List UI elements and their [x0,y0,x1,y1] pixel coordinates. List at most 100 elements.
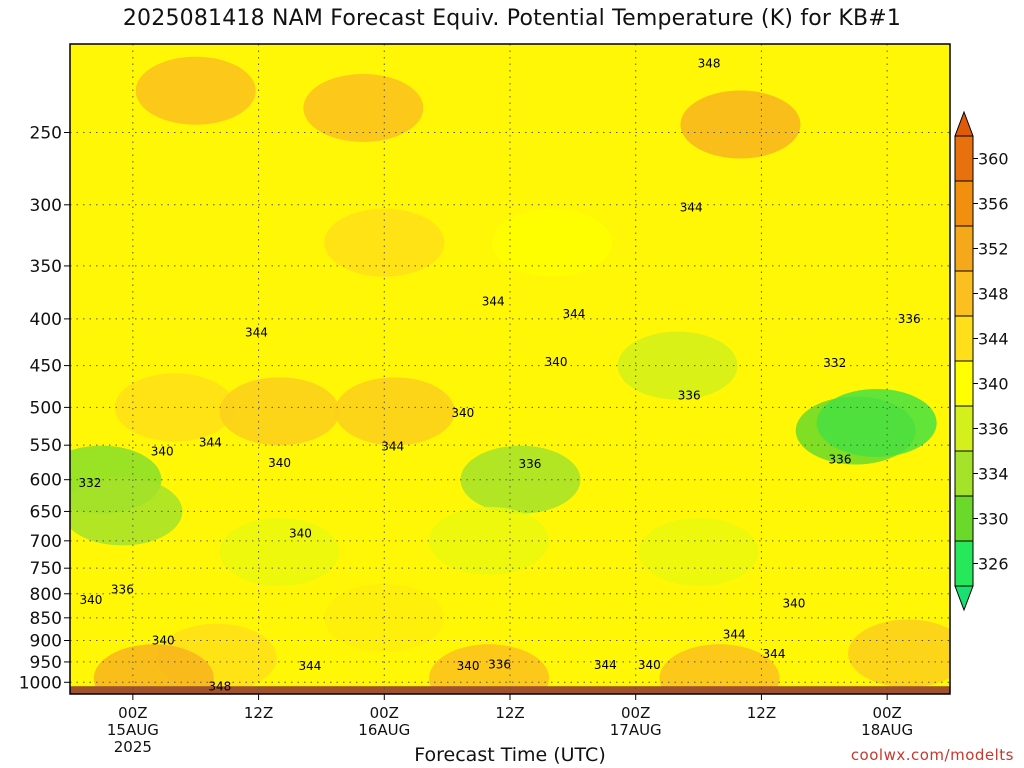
contour-label: 332 [823,356,846,370]
contour-label: 336 [488,657,511,671]
ground-below-surface [70,686,950,694]
colorbar-label: 330 [978,510,1009,529]
y-tick-label: 450 [30,357,62,377]
colorbar-swatch [954,495,974,542]
colorbar-swatch [954,450,974,497]
colorbar-label: 344 [978,330,1009,349]
colorbar-swatch [954,270,974,317]
colorbar-swatch [954,315,974,362]
contour-label: 336 [518,457,541,471]
theta-e-region [638,517,759,586]
colorbar-swatch [954,540,974,587]
contour-label: 348 [208,680,231,694]
contour-label: 344 [763,647,786,661]
contour-labels: 348 344 344 344 344 336 332 340 336 340 344 340 344 3… [78,56,920,693]
contour-label: 340 [268,456,291,470]
y-tick-label: 950 [30,653,62,673]
contour-label: 340 [152,633,175,647]
contour-label: 340 [151,445,174,459]
y-tick-label: 800 [30,585,62,605]
x-tick-label: 12Z [747,704,776,722]
x-tick-label: 00Z [621,704,650,722]
contour-label: 340 [457,659,480,673]
plot-area [70,44,950,694]
colorbar-label: 356 [978,195,1009,214]
x-tick-label: 17AUG [610,721,662,739]
x-axis-label: Forecast Time (UTC) [414,744,606,766]
theta-e-region [219,377,340,446]
gridlines [70,44,950,694]
x-tick-label: 00Z [872,704,901,722]
theta-e-region [324,208,445,277]
y-tick-label: 350 [30,257,62,277]
contour-label: 336 [898,312,921,326]
theta-e-region [680,90,801,159]
y-tick-label: 850 [30,609,62,629]
theta-e-region [429,644,550,694]
x-tick-label: 15AUG [107,721,159,739]
contour-label: 344 [381,440,404,454]
colorbar-swatch [954,135,974,182]
colorbar: 360 356 352 348 344 340 336 334 330 326 [954,110,1009,612]
contour-label: 340 [638,658,661,672]
y-tick-label: 750 [30,559,62,579]
theta-e-region [334,377,455,446]
theta-e-region [460,445,581,514]
theta-e-region [617,331,738,400]
theta-e-region [848,619,950,688]
x-tick-label: 12Z [495,704,524,722]
theta-e-region [659,644,780,694]
contour-label: 336 [111,582,134,596]
contour-label: 344 [482,295,505,309]
x-tick-label: 00Z [370,704,399,722]
x-tick-label: 16AUG [358,721,410,739]
credit-link[interactable]: coolwx.com/modelts [850,746,1014,764]
y-tick-label: 700 [30,532,62,552]
x-tick-label: 00Z [118,704,147,722]
colorbar-label: 340 [978,375,1009,394]
contour-label: 348 [698,56,721,70]
y-tick-label: 1000 [19,673,62,693]
colorbar-swatch [954,180,974,227]
chart-title: 2025081418 NAM Forecast Equiv. Potential… [122,6,902,31]
theta-e-region [70,477,183,546]
colorbar-swatch [954,360,974,407]
colorbar-label: 336 [978,420,1009,439]
y-tick-label: 900 [30,631,62,651]
contour-label: 344 [298,659,321,673]
colorbar-label: 326 [978,555,1009,574]
theta-e-region [429,506,550,575]
theta-e-region [816,388,937,457]
theta-e-region [135,56,256,125]
contour-label: 344 [245,326,268,340]
colorbar-label: 352 [978,240,1009,259]
contour-label: 340 [782,597,805,611]
colorbar-over-arrow [954,110,974,137]
contour-label: 340 [545,355,568,369]
contour-label: 344 [680,200,703,214]
colorbar-swatch [954,225,974,272]
y-axis: 2503003504004505005506006507007508008509… [19,123,70,693]
theta-e-region [219,517,340,586]
y-tick-label: 300 [30,196,62,216]
contour-label: 340 [79,593,102,607]
x-tick-label: 2025 [114,738,152,756]
colorbar-label: 360 [978,150,1009,169]
colorbar-swatch [954,405,974,452]
contour-label: 344 [594,658,617,672]
colorbar-label: 348 [978,285,1009,304]
y-tick-label: 650 [30,502,62,522]
contour-label: 336 [829,452,852,466]
y-tick-label: 500 [30,398,62,418]
theta-e-region [93,644,214,694]
y-tick-label: 600 [30,471,62,491]
colorbar-under-arrow [954,585,974,612]
theta-e-region [303,73,424,142]
contour-label: 340 [289,526,312,540]
y-tick-label: 550 [30,436,62,456]
contour-label: 344 [562,307,585,321]
contour-label: 336 [678,388,701,402]
contour-label: 332 [78,476,101,490]
